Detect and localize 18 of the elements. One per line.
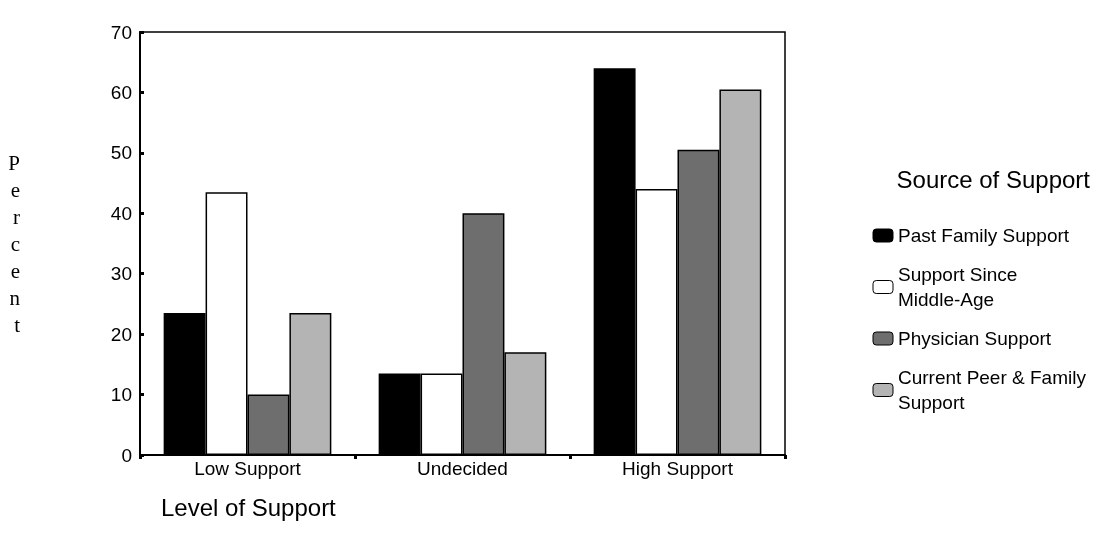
x-tick-label: High Support [622,458,734,479]
x-tick-label: Low Support [194,458,302,479]
y-tick-label: 60 [110,81,132,103]
y-tick-label: 0 [121,444,132,466]
y-tick-label: 70 [110,21,132,43]
x-tick-label: Undecided [417,458,508,479]
legend-label: Current Peer & Family Support [898,367,1092,413]
y-tick-label: 10 [110,384,132,406]
x-axis-title: Level of Support [161,493,337,521]
legend-label: Support Since Middle-Age [898,264,1023,310]
legend-label: Physician Support [898,328,1052,349]
legend-label: Past Family Support [898,225,1070,246]
y-tick-label: 20 [110,323,132,345]
legend-title: Source of Support [896,165,1091,193]
y-tick-label: 40 [110,202,132,224]
y-axis-title: Percent [8,150,21,337]
y-tick-label: 50 [110,142,132,164]
y-tick-label: 30 [110,263,132,285]
